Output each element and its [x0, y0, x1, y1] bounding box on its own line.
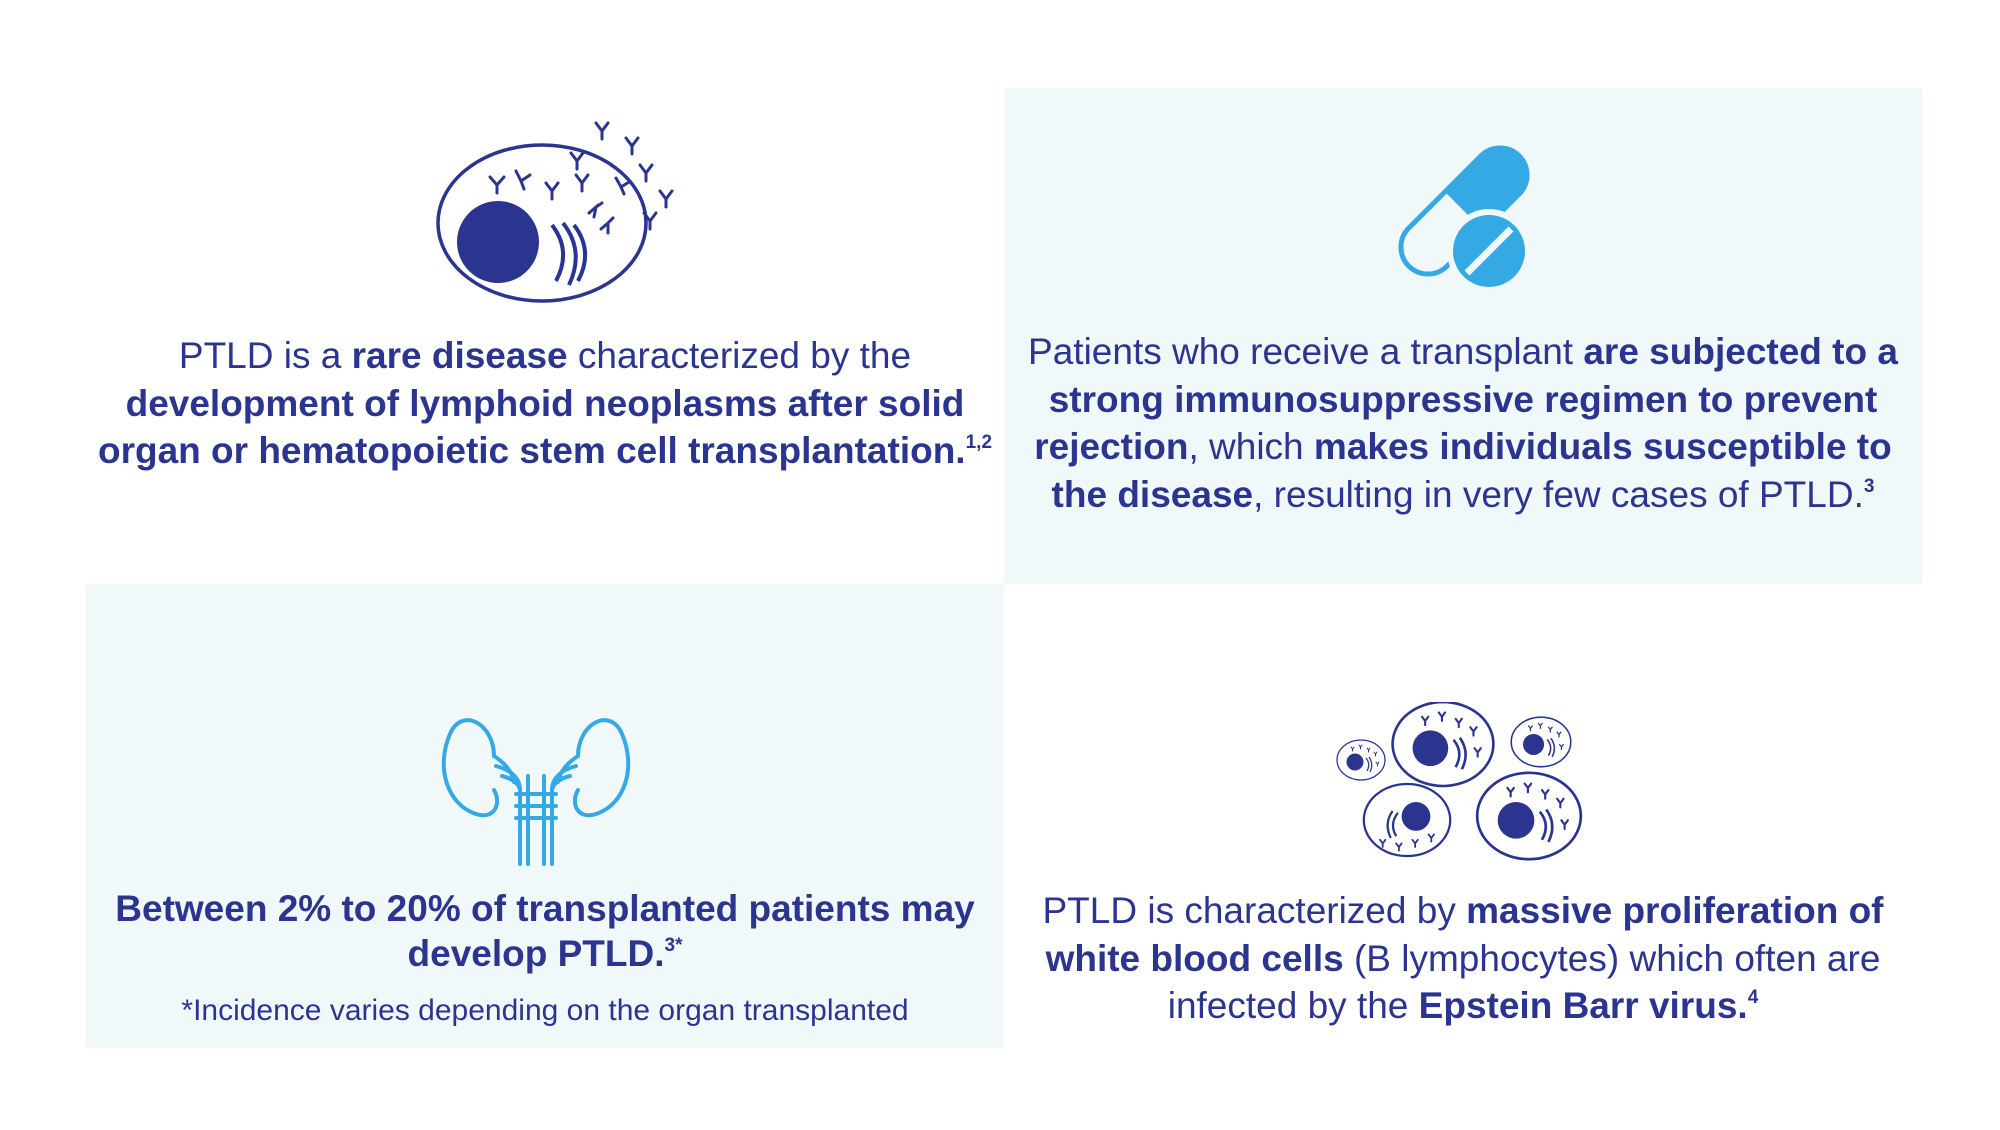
cell-with-antibodies-icon [436, 121, 674, 303]
citation-ref: 4 [1747, 987, 1759, 1008]
kidneys-icon [441, 718, 631, 866]
info-card-rare-disease: PTLD is a rare disease characterized by … [86, 88, 1004, 588]
pill-capsule-icon [1398, 145, 1531, 293]
citation-ref: 1,2 [965, 432, 993, 453]
info-card-incidence: Between 2% to 20% of transplanted patien… [86, 584, 1004, 1048]
info-card-proliferation: PTLD is characterized by massive prolife… [1004, 584, 1922, 1048]
incidence-footnote: *Incidence varies depending on the organ… [181, 994, 909, 1027]
citation-ref: 3* [664, 935, 683, 956]
incidence-statistic: Between 2% to 20% of transplanted patien… [115, 888, 975, 974]
proliferation-description: PTLD is characterized by massive prolife… [1042, 890, 1884, 1026]
citation-ref: 3 [1863, 475, 1875, 497]
immunosuppression-description: Patients who receive a transplant are su… [1028, 331, 1898, 515]
rare-disease-description: PTLD is a rare disease characterized by … [97, 335, 993, 471]
proliferating-cells-icon [1336, 702, 1583, 861]
info-card-immunosuppression: Patients who receive a transplant are su… [1004, 88, 1922, 584]
